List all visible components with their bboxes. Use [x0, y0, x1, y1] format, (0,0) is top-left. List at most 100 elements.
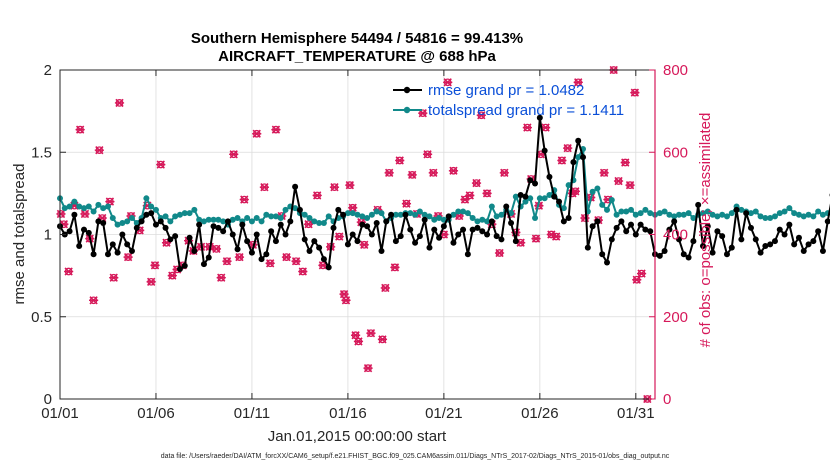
- obs-point: [460, 195, 470, 204]
- rmse-point: [532, 180, 539, 187]
- rmse-point: [819, 247, 826, 254]
- totalspread-point: [162, 213, 169, 220]
- obs-point: [291, 257, 301, 266]
- rmse-point: [388, 211, 395, 218]
- rmse-point: [124, 241, 131, 248]
- rmse-point: [637, 221, 644, 228]
- totalspread-point: [349, 210, 356, 217]
- rmse-point: [469, 226, 476, 233]
- obs-point: [229, 150, 239, 159]
- rmse-point: [661, 247, 668, 254]
- rmse-point: [642, 226, 649, 233]
- rmse-point: [301, 236, 308, 243]
- totalspread-point: [675, 211, 682, 218]
- rmse-point: [378, 247, 385, 254]
- rmse-point: [402, 211, 409, 218]
- y-tick-label-right: 400: [663, 227, 688, 244]
- rmse-point: [762, 243, 769, 250]
- rmse-point: [666, 226, 673, 233]
- obs-point: [239, 195, 249, 204]
- totalspread-point: [181, 210, 188, 217]
- obs-point: [443, 78, 453, 87]
- totalspread-point: [277, 215, 284, 222]
- rmse-point: [349, 231, 356, 238]
- totalspread-point: [354, 211, 361, 218]
- totalspread-point: [546, 192, 553, 199]
- y-tick-label-left: 2: [44, 62, 52, 79]
- rmse-point: [181, 262, 188, 269]
- rmse-point: [325, 264, 332, 271]
- obs-point: [401, 199, 412, 208]
- totalspread-point: [90, 208, 97, 215]
- totalspread-point: [800, 213, 807, 220]
- data-file-footnote: data file: /Users/raeder/DAI/ATM_forcXX/…: [161, 453, 670, 460]
- rmse-point: [272, 238, 279, 245]
- rmse-point: [695, 201, 702, 208]
- rmse-point: [416, 233, 423, 240]
- y-tick-label-right: 200: [663, 309, 688, 326]
- rmse-point: [479, 228, 486, 235]
- rmse-point: [699, 243, 706, 250]
- obs-point: [557, 156, 567, 165]
- totalspread-point: [560, 205, 567, 212]
- rmse-point: [719, 233, 726, 240]
- totalspread-point: [215, 216, 222, 223]
- obs-point: [380, 283, 390, 293]
- totalspread-point: [647, 210, 654, 217]
- obs-point: [551, 232, 561, 241]
- obs-point: [146, 277, 156, 286]
- totalspread-point: [786, 205, 793, 212]
- obs-point: [448, 166, 459, 175]
- obs-point: [395, 156, 405, 165]
- obs-point: [88, 296, 99, 305]
- totalspread-point: [263, 211, 270, 218]
- totalspread-point: [128, 215, 135, 222]
- totalspread-point: [109, 215, 116, 222]
- totalspread-point: [220, 218, 227, 225]
- totalspread-point: [469, 215, 476, 222]
- rmse-line: [59, 116, 830, 271]
- rmse-point: [76, 243, 83, 250]
- totalspread-point: [527, 195, 534, 202]
- rmse-point: [776, 226, 783, 233]
- totalspread-point: [498, 211, 505, 218]
- chart-title: Southern Hemisphere 54494 / 54816 = 99.4…: [191, 30, 523, 47]
- totalspread-point: [119, 219, 126, 226]
- totalspread-point: [536, 195, 543, 202]
- obs-point: [312, 191, 322, 200]
- totalspread-point: [431, 216, 438, 223]
- totalspread-point: [210, 216, 217, 223]
- rmse-point: [738, 236, 745, 243]
- x-tick-label: 01/01: [41, 405, 79, 422]
- rmse-point: [824, 218, 830, 225]
- totalspread-point: [191, 206, 198, 213]
- rmse-point: [503, 203, 510, 210]
- rmse-point: [316, 244, 323, 251]
- totalspread-point: [767, 215, 774, 222]
- rmse-point: [714, 228, 721, 235]
- totalspread-point: [781, 208, 788, 215]
- totalspread-point: [124, 218, 131, 225]
- rmse-point: [287, 218, 294, 225]
- x-tick-label: 01/16: [329, 405, 367, 422]
- totalspread-point: [747, 210, 754, 217]
- obs-point: [161, 238, 172, 247]
- rmse-point: [440, 223, 447, 230]
- rmse-point: [493, 233, 500, 240]
- rmse-point: [205, 254, 212, 261]
- rmse-point: [167, 236, 174, 243]
- totalspread-point: [152, 206, 159, 213]
- totalspread-point: [258, 218, 265, 225]
- rmse-point: [421, 216, 428, 223]
- totalspread-point: [344, 210, 351, 217]
- rmse-point: [474, 224, 481, 231]
- obs-point: [363, 363, 373, 373]
- totalspread-point: [143, 195, 150, 202]
- rmse-point: [484, 231, 491, 238]
- totalspread-point: [575, 154, 582, 161]
- obs-point: [471, 178, 482, 188]
- rmse-point: [359, 221, 366, 228]
- rmse-point: [680, 251, 687, 258]
- totalspread-point: [628, 206, 635, 213]
- obs-point: [632, 275, 642, 284]
